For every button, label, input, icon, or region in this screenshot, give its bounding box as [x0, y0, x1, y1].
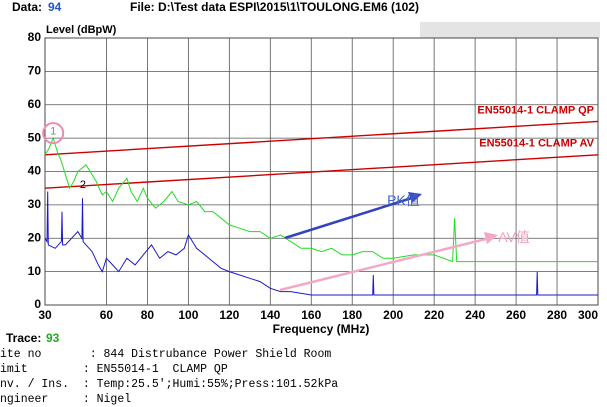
x-tick-label: 200 [383, 308, 403, 322]
x-tick-label: 180 [342, 308, 362, 322]
x-tick-label: 240 [465, 308, 485, 322]
limit-label: EN55014-1 CLAMP AV [479, 138, 594, 150]
trace-label: Trace: [6, 331, 41, 345]
blurred-region [420, 22, 600, 38]
x-axis-title: Frequency (MHz) [273, 322, 370, 336]
trace-line [44, 191, 598, 296]
trace-value: 93 [46, 331, 60, 345]
trace-line [44, 136, 598, 263]
x-tick-label: 30 [38, 308, 52, 322]
info-line: ngineer : Nigel [0, 393, 131, 406]
x-tick-label: 80 [141, 308, 155, 322]
marker-highlight [42, 122, 65, 145]
x-tick-label: 220 [424, 308, 444, 322]
pk-arrowhead [408, 192, 422, 203]
annotation: 1 [50, 125, 56, 137]
y-tick-label: 0 [34, 297, 41, 311]
y-axis-title: Level (dBpW) [46, 24, 117, 36]
x-tick-label: 280 [547, 308, 567, 322]
y-tick-label: 10 [28, 264, 42, 278]
limit-line [44, 154, 599, 189]
annotation: PK值 [387, 192, 420, 208]
annotation: 2 [80, 179, 86, 191]
data-label: Data: [12, 0, 42, 14]
y-tick-label: 50 [28, 130, 42, 144]
y-tick-label: 40 [28, 164, 42, 178]
annotation: AV值 [498, 229, 530, 245]
x-tick-label: 60 [100, 308, 114, 322]
y-tick-label: 60 [28, 97, 42, 111]
y-tick-label: 70 [28, 64, 42, 78]
limit-line [44, 120, 599, 156]
info-line: imit : EN55014-1 CLAMP QP [0, 363, 228, 376]
x-tick-label: 300 [578, 308, 598, 322]
info-line: ite no : 844 Distrubance Power Shield Ro… [0, 348, 331, 361]
x-tick-label: 120 [219, 308, 239, 322]
data-value: 94 [48, 0, 62, 14]
x-tick-label: 100 [178, 308, 198, 322]
x-tick-label: 260 [506, 308, 526, 322]
info-line: nv. / Ins. : Temp:25.5';Humi:55%;Press:1… [0, 378, 338, 391]
av-arrow [279, 236, 491, 292]
av-arrowhead [484, 232, 498, 244]
x-tick-label: 140 [260, 308, 280, 322]
y-tick-label: 20 [28, 230, 42, 244]
x-tick-label: 160 [301, 308, 321, 322]
file-label: File: D:\Test data ESPI\2015\1\TOULONG.E… [130, 0, 419, 14]
limit-label: EN55014-1 CLAMP QP [477, 104, 594, 116]
y-tick-label: 80 [28, 30, 42, 44]
pk-arrow [284, 195, 416, 240]
y-tick-label: 30 [28, 197, 42, 211]
